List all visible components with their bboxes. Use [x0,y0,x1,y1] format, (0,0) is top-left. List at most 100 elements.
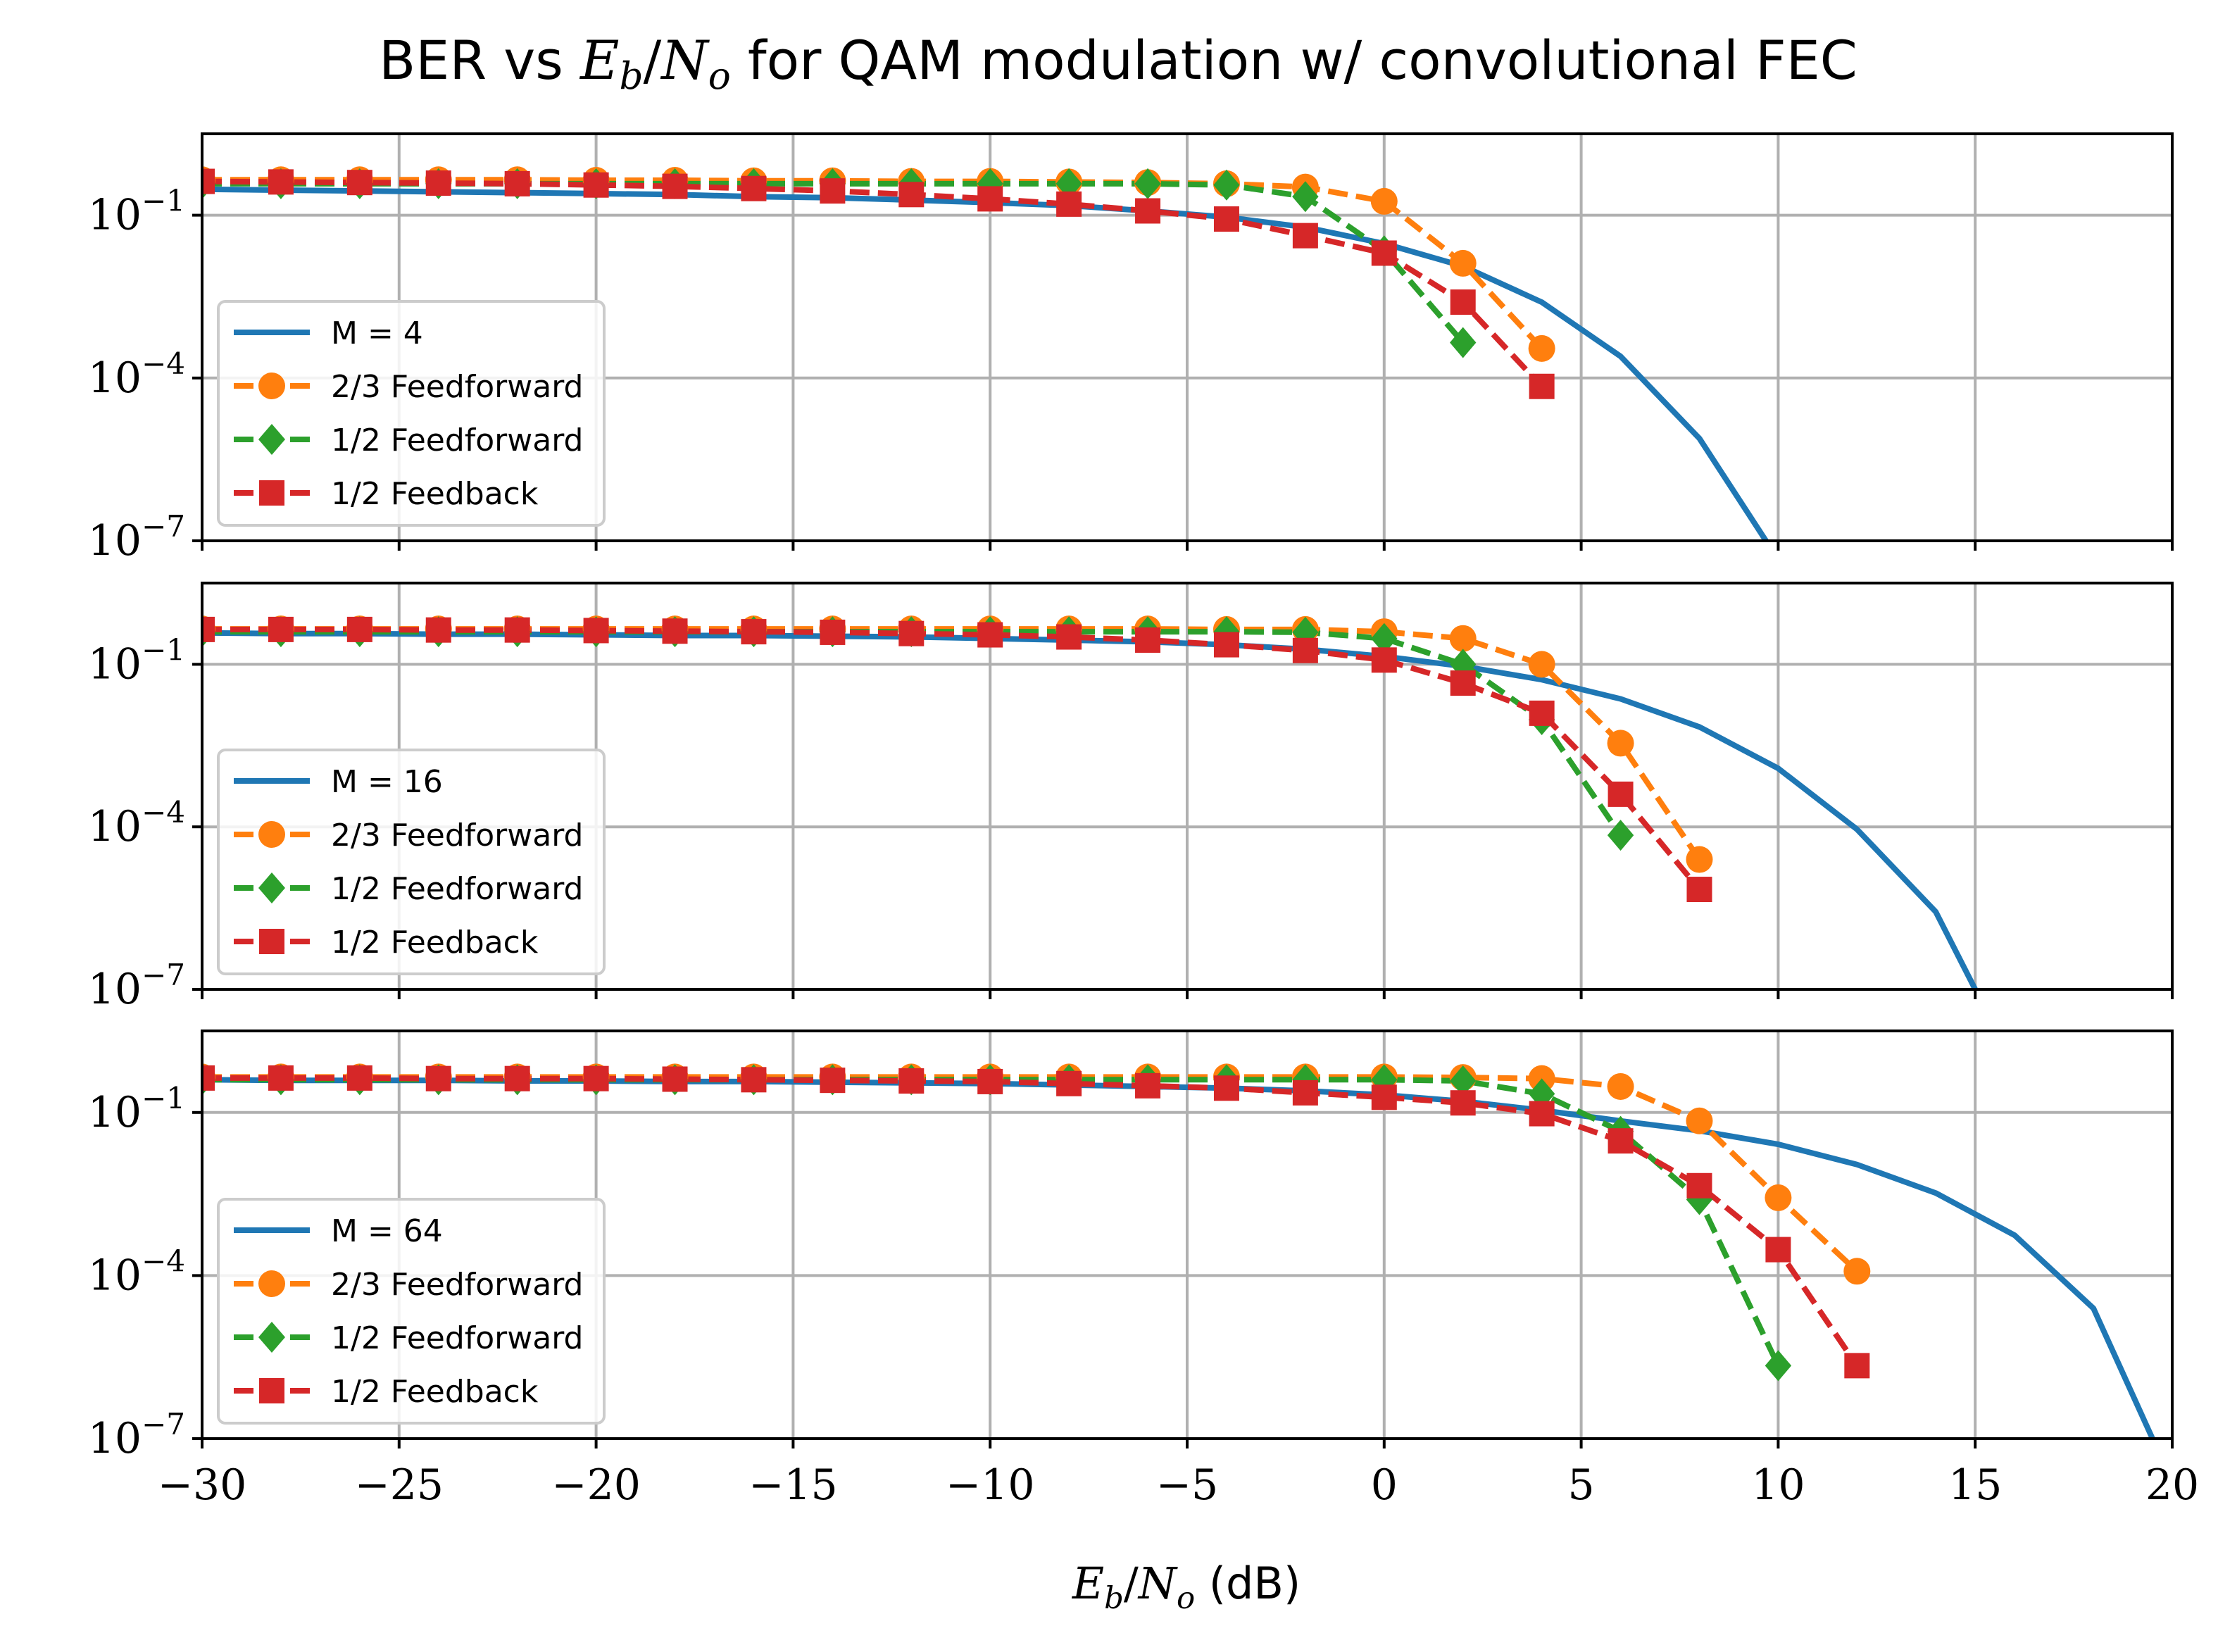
data-point-square [662,618,688,644]
legend-label-4: 1/2 Feedback [331,925,539,960]
x-tick-label: −25 [354,1460,444,1510]
xlabel-text-end: (dB) [1195,1558,1301,1609]
data-point-square [346,170,372,196]
data-point-square [1213,206,1239,232]
legend-label-1: M = 16 [331,764,443,800]
y-tick-base: 10 [88,191,142,240]
chart-title: BER vs Eb/No for QAM modulation w/ convo… [379,29,1857,98]
legend-box [217,1198,606,1425]
legend-label-4: 1/2 Feedback [331,1374,539,1410]
data-point-circle [1528,651,1555,678]
plot-area [202,1074,2155,1439]
legend-label-3: 1/2 Feedforward [331,423,583,458]
data-point-diamond [1134,168,1161,199]
y-tick-base: 10 [88,965,142,1014]
data-point-square [741,619,767,645]
data-point-square [1056,1070,1082,1096]
legend-marker-diamond [258,424,285,455]
data-point-square [1450,1090,1476,1116]
x-tick-label: 5 [1568,1460,1595,1510]
y-tick-label: 10−4 [88,346,185,403]
data-point-square [1529,373,1555,399]
y-tick-base: 10 [88,353,142,403]
data-point-circle [1843,1258,1871,1285]
y-tick-exponent: −1 [142,184,185,218]
x-tick-label: 15 [1948,1460,2002,1510]
xlabel-eb-symbol: E [1072,1558,1104,1609]
data-point-square [346,616,372,642]
data-point-square [1608,1128,1634,1154]
legend-label-1: M = 4 [331,315,423,351]
data-point-square [820,178,846,204]
y-tick-label: 10−7 [88,958,185,1014]
data-point-square [1371,1084,1397,1110]
y-tick-exponent: −4 [142,1244,185,1278]
data-point-square [1292,1080,1318,1106]
data-point-square [1371,647,1397,673]
xlabel-no-symbol: N [1137,1558,1179,1609]
legend-box [217,749,606,975]
data-point-square [1135,627,1161,653]
data-point-circle [1607,1072,1634,1100]
data-point-square [202,616,215,642]
data-point-diamond [1450,1065,1477,1097]
legend-marker-circle [258,373,285,399]
data-point-square [583,1065,609,1091]
y-tick-base: 10 [88,1414,142,1463]
x-tick-label: 20 [2145,1460,2199,1510]
data-point-square [1213,632,1239,658]
y-tick-label: 10−1 [88,184,185,240]
data-point-square [662,1066,688,1092]
data-point-square [1529,700,1555,726]
x-tick-label: 0 [1371,1460,1398,1510]
title-text-start: BER vs [379,29,580,92]
x-tick-label: 10 [1751,1460,1805,1510]
y-tick-base: 10 [88,1251,142,1300]
y-tick-label: 10−7 [88,509,185,565]
xlabel-slash: / [1124,1558,1139,1609]
data-point-circle [1607,730,1634,757]
data-point-square [1135,1072,1161,1099]
y-tick-base: 10 [88,802,142,851]
legend-marker-square [259,480,284,506]
data-point-square [898,620,925,646]
data-point-circle [1449,249,1477,277]
marker-layer [202,615,1713,903]
y-tick-exponent: −7 [142,509,185,544]
data-point-diamond [1686,1184,1713,1215]
y-tick-exponent: −7 [142,958,185,992]
data-point-square [583,172,609,198]
data-point-square [268,616,294,642]
legend: M = 16 2/3 Feedforward 1/2 Feedforward 1/2 … [217,749,606,975]
legend-label-1: M = 64 [331,1213,443,1249]
data-point-square [1686,877,1712,903]
y-tick-base: 10 [88,639,142,689]
y-tick-base: 10 [88,1088,142,1137]
data-point-square [977,186,1003,212]
data-point-square [504,1065,530,1091]
y-tick-exponent: −4 [142,795,185,830]
data-point-square [1844,1353,1870,1379]
data-point-square [662,173,688,199]
data-point-square [1450,670,1476,696]
data-point-square [504,617,530,643]
data-point-square [977,622,1003,648]
series-line-4 [202,1075,1860,1368]
data-point-square [820,619,846,645]
legend-marker-diamond [258,1322,285,1353]
data-point-circle [1370,187,1398,215]
data-point-diamond [1765,1350,1792,1382]
legend-box [217,300,606,527]
legend-label-2: 2/3 Feedforward [331,818,583,853]
data-point-square [1056,624,1082,650]
title-text-end: for QAM modulation w/ convolutional FEC [731,29,1857,92]
x-tick-label: −10 [946,1460,1035,1510]
data-point-diamond [1292,181,1319,213]
data-point-diamond [1450,327,1477,358]
data-point-square [425,617,451,643]
x-tick-label: −30 [158,1460,247,1510]
xlabel-eb-subscript: b [1104,1581,1124,1616]
